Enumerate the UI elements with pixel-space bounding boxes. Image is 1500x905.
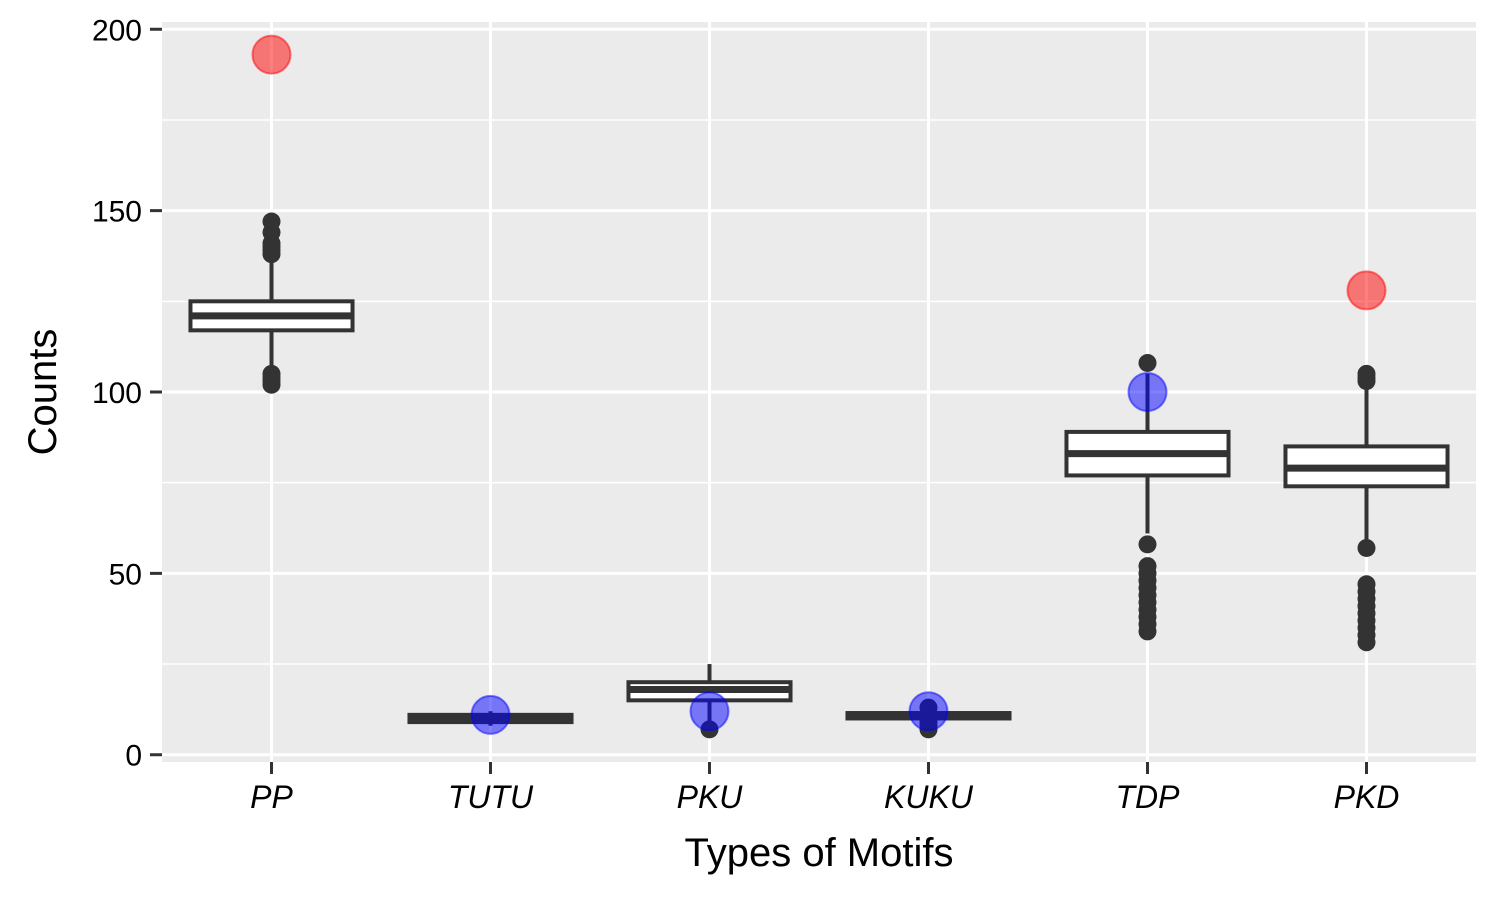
- x-tick-label: TDP: [1116, 779, 1181, 815]
- x-tick-label: TUTU: [448, 779, 534, 815]
- observed-point-pkd: [1346, 270, 1387, 311]
- y-tick-label: 100: [92, 377, 142, 410]
- y-tick-label: 0: [125, 740, 142, 773]
- y-tick-label: 50: [109, 558, 142, 591]
- observed-points: [251, 34, 1387, 735]
- box-tdp: [1064, 353, 1231, 641]
- box-pku: [626, 664, 793, 739]
- observed-point-kuku: [908, 691, 949, 732]
- y-tick-label: 200: [92, 14, 142, 47]
- y-axis-title: Counts: [21, 329, 65, 456]
- x-tick-label: PP: [250, 779, 293, 815]
- x-tick-label: PKD: [1334, 779, 1400, 815]
- outlier-point: [1138, 557, 1157, 576]
- outlier-point: [1138, 535, 1157, 554]
- outlier-point: [1357, 364, 1376, 383]
- boxes: [188, 212, 1450, 739]
- outlier-point: [1138, 353, 1157, 372]
- box-pp: [188, 212, 355, 394]
- x-axis-title: Types of Motifs: [685, 831, 954, 875]
- outlier-point: [1357, 575, 1376, 594]
- observed-point-tdp: [1127, 372, 1168, 412]
- observed-point-pp: [251, 34, 292, 75]
- axes: 0 50 100 150 200 PP TUTU PKU KUKU TDP PKD: [92, 14, 1399, 815]
- y-tick-label: 150: [92, 196, 142, 229]
- x-tick-label: KUKU: [884, 779, 974, 815]
- outlier-point: [262, 364, 281, 383]
- box-pkd: [1283, 364, 1450, 652]
- outlier-point: [262, 212, 281, 231]
- observed-point-tutu: [470, 694, 511, 735]
- x-tick-label: PKU: [677, 779, 744, 815]
- outlier-point: [1357, 538, 1376, 557]
- observed-point-pku: [689, 691, 730, 732]
